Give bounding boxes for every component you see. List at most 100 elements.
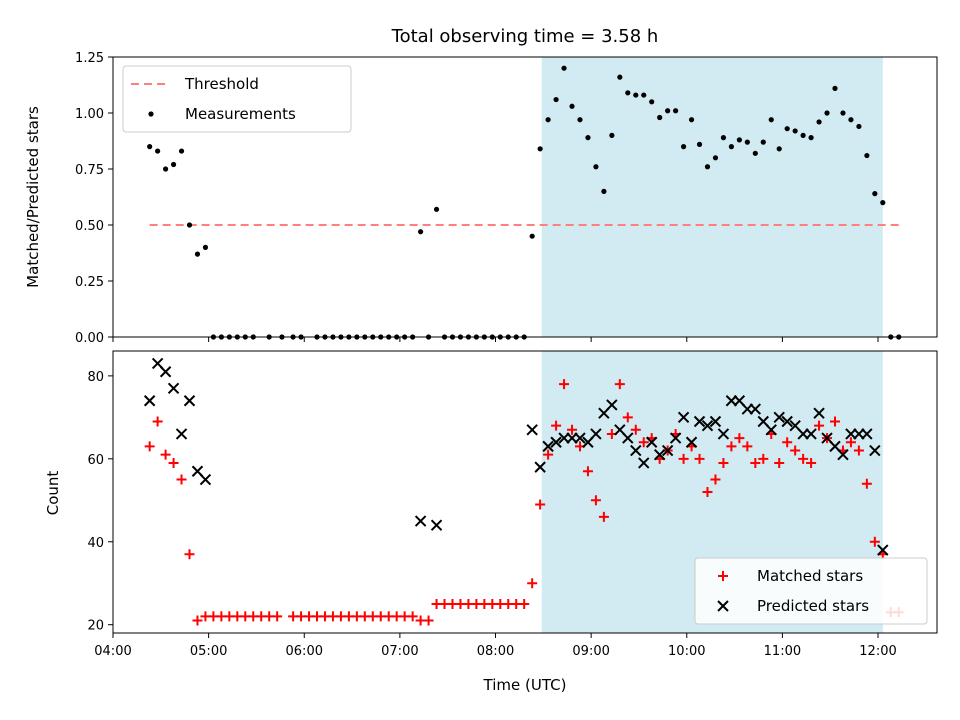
x-tick-label: 08:00: [477, 644, 514, 659]
x-tick-label: 07:00: [381, 644, 418, 659]
measurement-point: [680, 144, 687, 150]
matched-star-point: [168, 457, 179, 468]
measurement-point: [752, 150, 758, 156]
y-tick-label: 20: [87, 619, 104, 634]
measurement-point: [808, 135, 814, 141]
measurement-point: [545, 117, 551, 123]
measurement-point: [178, 148, 185, 154]
measurement-point: [433, 206, 440, 212]
measurement-point: [800, 132, 806, 138]
x-axis-label: Time (UTC): [483, 676, 567, 694]
measurement-point: [696, 141, 703, 147]
predicted-star-point: [813, 407, 825, 419]
measurement-point: [744, 139, 750, 145]
predicted-star-point: [638, 457, 650, 469]
matched-star-point: [535, 499, 546, 510]
measurement-point: [593, 164, 599, 170]
matched-star-point: [152, 416, 163, 427]
legend-box: [694, 557, 928, 625]
legend-label: Matched stars: [757, 567, 863, 585]
measurement-point: [601, 188, 607, 194]
measurement-point: [202, 244, 209, 250]
predicted-star-point: [661, 444, 674, 457]
measurement-point: [577, 117, 583, 123]
y-tick-label: 0.25: [75, 275, 104, 290]
measurement-point: [736, 137, 742, 143]
measurement-point: [728, 144, 734, 150]
measurement-point: [864, 152, 870, 159]
y-axis-label-ratio: Matched/Predicted stars: [24, 106, 42, 288]
predicted-star-point: [590, 428, 602, 440]
measurement-point: [832, 85, 838, 91]
matched-star-point: [630, 424, 641, 435]
measurement-point: [840, 110, 846, 116]
x-tick-label: 10:00: [668, 644, 705, 659]
matched-star-point: [694, 453, 705, 464]
matched-star-point: [559, 379, 570, 390]
measurement-point: [155, 148, 161, 154]
y-tick-label: 40: [87, 536, 104, 551]
matched-star-point: [527, 578, 538, 589]
matched-star-point: [543, 449, 554, 460]
measurement-point: [720, 135, 727, 141]
y-tick-label: 0.00: [75, 331, 104, 346]
measurement-point: [537, 146, 543, 152]
predicted-star-point: [837, 448, 849, 461]
predicted-star-point: [869, 444, 881, 457]
matched-star-point: [192, 615, 203, 626]
matched-star-point: [869, 536, 880, 547]
matched-star-point: [734, 433, 745, 444]
matched-star-point: [638, 437, 649, 448]
matched-star-point: [582, 466, 593, 477]
predicted-star-point: [805, 428, 817, 440]
y-tick-label: 80: [87, 370, 104, 385]
measurement-point: [194, 251, 201, 257]
measurement-point: [625, 90, 631, 96]
predicted-star-point: [749, 403, 762, 415]
legend-swatch: [717, 600, 729, 612]
predicted-star-point: [175, 428, 188, 440]
matched-star-point: [614, 379, 625, 390]
matched-star-point: [144, 441, 155, 452]
measurement-point: [872, 191, 878, 197]
predicted-star-point: [773, 411, 785, 424]
matched-star-point: [861, 478, 872, 489]
measurement-point: [162, 166, 169, 172]
measurement-point: [170, 161, 177, 168]
measurement-point: [816, 119, 822, 125]
measurement-point: [665, 108, 671, 114]
matched-star-point: [622, 412, 633, 423]
x-tick-label: 11:00: [764, 644, 801, 659]
matched-star-point: [598, 511, 609, 522]
plot-frame: [112, 350, 938, 634]
matched-star-point: [829, 416, 840, 427]
matched-star-point: [726, 441, 737, 452]
measurement-point: [609, 132, 615, 138]
measurement-point: [418, 229, 424, 235]
matched-star-point: [160, 449, 171, 460]
measurement-point: [553, 96, 559, 103]
predicted-star-point: [717, 428, 730, 440]
legend-swatch: [718, 571, 728, 581]
predicted-star-point: [781, 415, 793, 428]
count-panel: 20 40 60 80 04:00 05:00 06:00 07:00 08:00 09:00 10…: [87, 350, 938, 659]
measurement-point: [712, 155, 719, 161]
predicted-star-point: [550, 436, 562, 448]
measurement-point: [760, 139, 766, 145]
predicted-star-point: [183, 395, 196, 407]
predicted-star-point: [143, 395, 156, 407]
matched-star-point: [519, 598, 530, 609]
matched-star-point: [678, 453, 689, 464]
predicted-star-point: [574, 432, 586, 444]
y-tick-label: 1.25: [75, 51, 104, 66]
measurement-point: [617, 74, 623, 80]
predicted-star-point: [159, 366, 172, 378]
y-axis-label-count: Count: [44, 471, 62, 516]
measurement-point: [768, 117, 774, 123]
predicted-star-point: [653, 448, 666, 461]
matched-star-point: [845, 437, 856, 448]
measurement-point: [688, 117, 695, 123]
chart-title: Total observing time = 3.58 h: [391, 26, 659, 47]
predicted-star-point: [606, 399, 618, 411]
matched-star-point: [184, 549, 195, 560]
